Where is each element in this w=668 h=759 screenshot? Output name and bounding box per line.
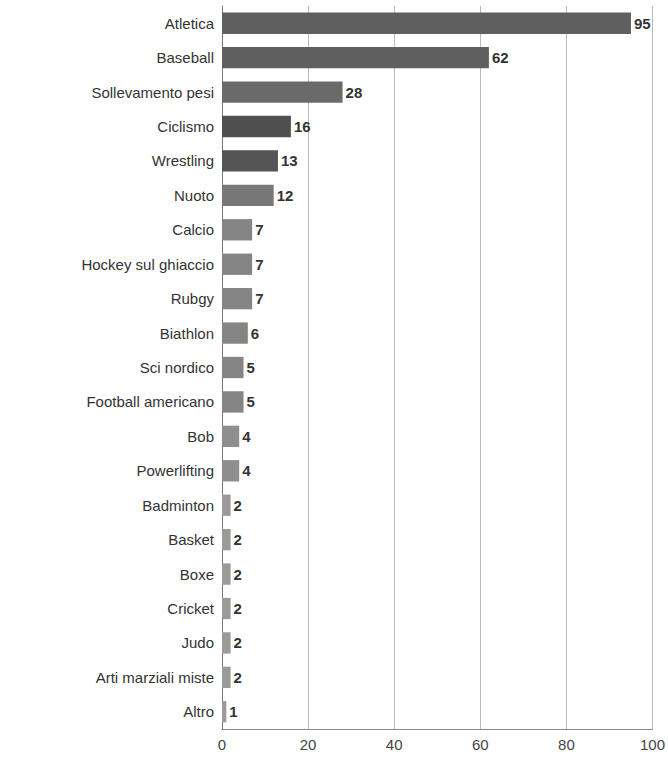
svg-text:6: 6 [251, 325, 259, 342]
svg-text:28: 28 [346, 84, 363, 101]
svg-text:2: 2 [234, 634, 242, 651]
svg-text:5: 5 [247, 393, 255, 410]
svg-text:Sci nordico: Sci nordico [140, 359, 214, 376]
svg-text:1: 1 [229, 703, 237, 720]
svg-text:16: 16 [294, 118, 311, 135]
svg-text:Bob: Bob [187, 428, 214, 445]
svg-text:7: 7 [255, 221, 263, 238]
svg-text:Baseball: Baseball [156, 49, 214, 66]
svg-text:100: 100 [640, 736, 665, 753]
svg-text:Boxe: Boxe [180, 566, 214, 583]
svg-text:Calcio: Calcio [172, 221, 214, 238]
svg-text:80: 80 [558, 736, 575, 753]
svg-text:40: 40 [386, 736, 403, 753]
svg-text:7: 7 [255, 290, 263, 307]
svg-text:95: 95 [634, 15, 651, 32]
svg-text:4: 4 [242, 462, 251, 479]
svg-text:Wrestling: Wrestling [152, 152, 214, 169]
svg-text:0: 0 [218, 736, 226, 753]
svg-text:4: 4 [242, 428, 251, 445]
svg-text:Rubgy: Rubgy [171, 290, 215, 307]
svg-text:5: 5 [247, 359, 255, 376]
svg-text:13: 13 [281, 152, 298, 169]
svg-text:Judo: Judo [181, 634, 214, 651]
svg-text:Nuoto: Nuoto [174, 187, 214, 204]
svg-text:Atletica: Atletica [165, 15, 215, 32]
svg-text:62: 62 [492, 49, 509, 66]
svg-text:Football americano: Football americano [86, 393, 214, 410]
svg-text:Cricket: Cricket [167, 600, 215, 617]
svg-text:2: 2 [234, 669, 242, 686]
svg-text:Ciclismo: Ciclismo [157, 118, 214, 135]
svg-text:Powerlifting: Powerlifting [136, 462, 214, 479]
svg-text:Altro: Altro [183, 703, 214, 720]
svg-text:20: 20 [300, 736, 317, 753]
svg-text:Hockey sul ghiaccio: Hockey sul ghiaccio [81, 256, 214, 273]
svg-text:2: 2 [234, 497, 242, 514]
svg-text:Biathlon: Biathlon [160, 325, 214, 342]
svg-text:Basket: Basket [168, 531, 215, 548]
svg-text:12: 12 [277, 187, 294, 204]
svg-text:Badminton: Badminton [142, 497, 214, 514]
svg-text:Arti marziali miste: Arti marziali miste [96, 669, 214, 686]
svg-text:2: 2 [234, 600, 242, 617]
svg-text:2: 2 [234, 531, 242, 548]
svg-text:2: 2 [234, 566, 242, 583]
svg-text:60: 60 [472, 736, 489, 753]
svg-text:7: 7 [255, 256, 263, 273]
svg-text:Sollevamento pesi: Sollevamento pesi [91, 84, 214, 101]
